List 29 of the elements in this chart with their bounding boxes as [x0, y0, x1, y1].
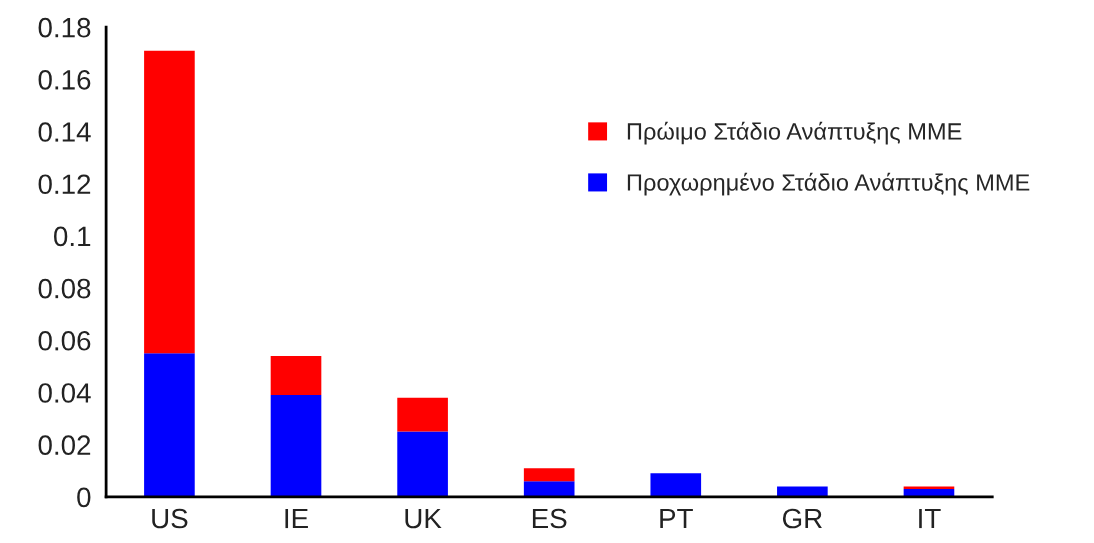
- bar: [270, 355, 322, 396]
- bar: [397, 431, 448, 497]
- x-tick-label: GR: [782, 508, 822, 529]
- y-tick-label: 0.02: [38, 435, 91, 455]
- y-tick-label: 0.1: [54, 226, 91, 247]
- bar: [523, 481, 575, 497]
- y-tick-label: 0.08: [38, 278, 91, 299]
- x-tick-label: ES: [532, 508, 567, 529]
- bar: [144, 353, 195, 497]
- legend-label: Προχωρημένο Στάδιο Ανάπτυξης ΜΜΕ: [627, 172, 1030, 196]
- x-tick-label: IT: [919, 508, 941, 529]
- bar: [650, 473, 702, 497]
- x-tick-label: UK: [405, 508, 442, 529]
- bar: [523, 468, 575, 482]
- y-tick-label: 0.04: [38, 383, 91, 403]
- x-tick-label: IE: [285, 508, 308, 529]
- y-tick-label: 0.12: [38, 174, 91, 195]
- y-tick-label: 0.06: [38, 330, 91, 351]
- bar: [270, 395, 322, 497]
- y-tick-label: 0.16: [38, 70, 91, 90]
- y-tick-label: 0.18: [38, 17, 91, 38]
- y-tick-label: 0.14: [38, 122, 91, 142]
- bar: [144, 50, 195, 354]
- x-tick-label: US: [152, 508, 188, 529]
- x-tick-label: PT: [660, 508, 693, 529]
- bar: [903, 486, 955, 490]
- bar: [397, 397, 448, 432]
- legend-label: Πρώιμο Στάδιο Ανάπτυξης ΜΜΕ: [627, 121, 962, 145]
- y-tick-label: 0: [77, 487, 91, 508]
